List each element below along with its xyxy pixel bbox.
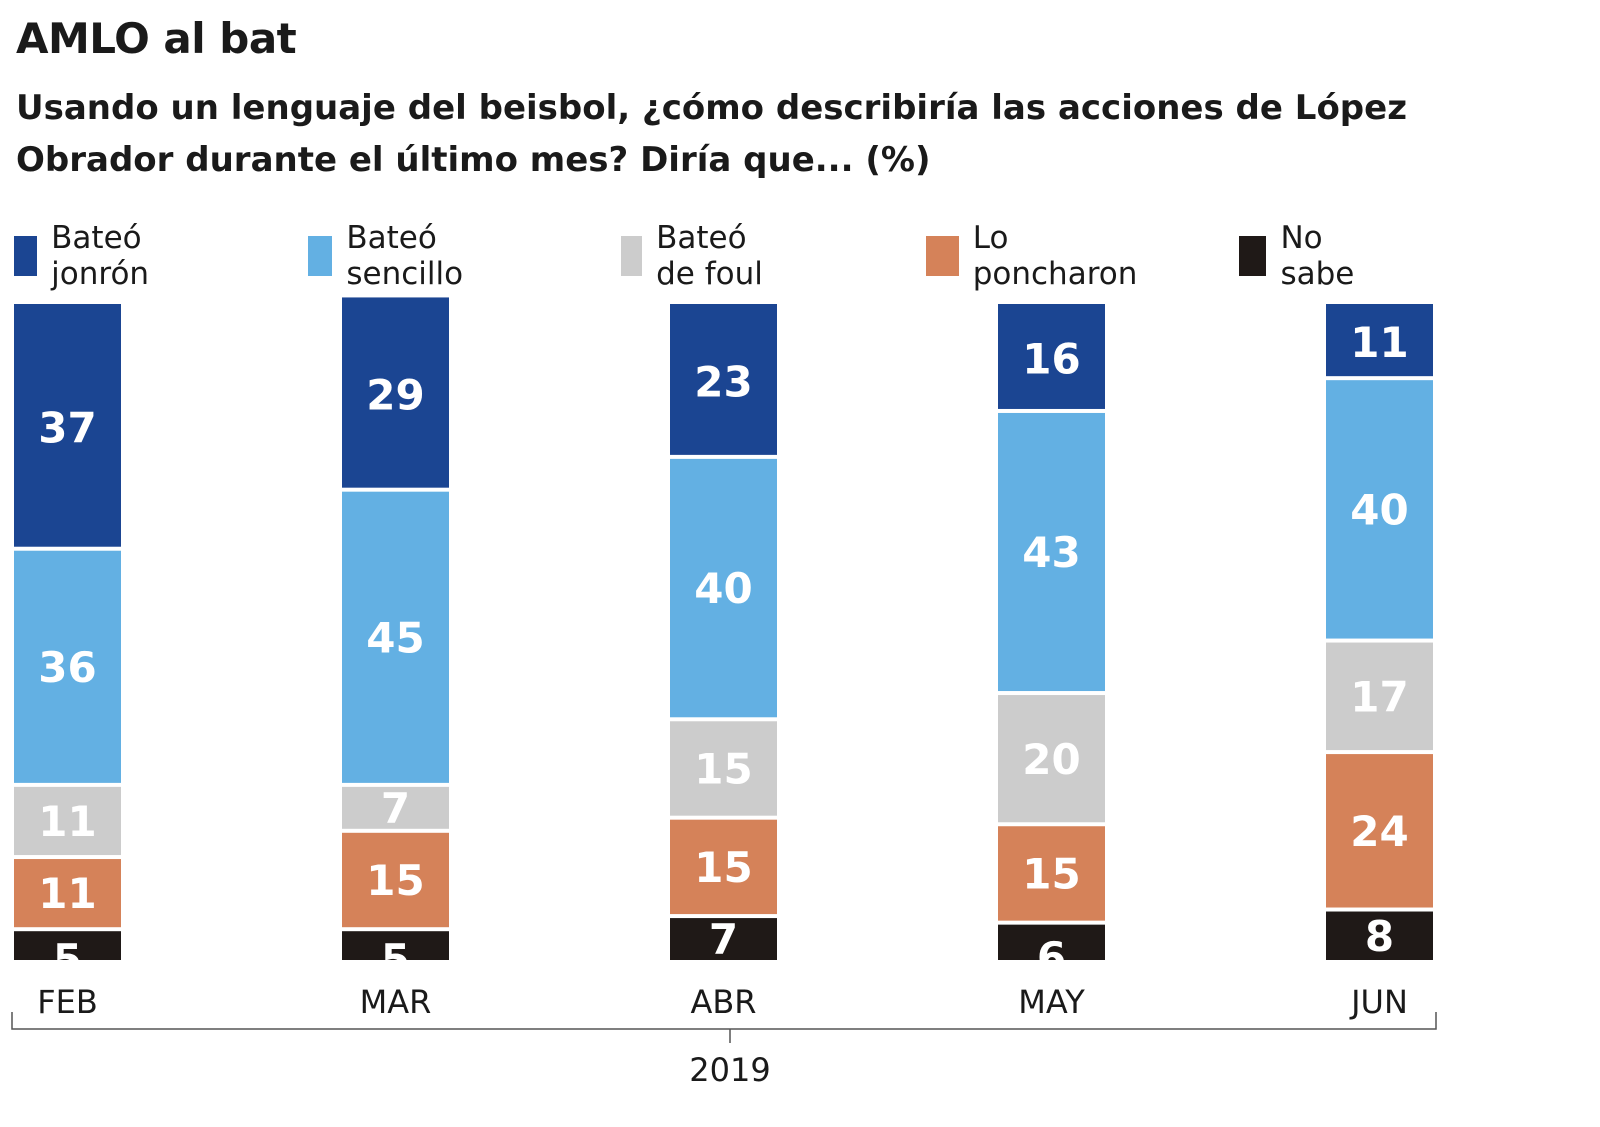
- x-axis-label: 2019: [689, 1051, 770, 1089]
- data-label: 23: [694, 358, 752, 407]
- x-tick-label: ABR: [690, 983, 756, 1021]
- data-label: 43: [1022, 528, 1080, 577]
- data-label: 40: [1350, 485, 1408, 534]
- data-label: 11: [38, 869, 96, 918]
- legend-item: Bateó sencillo: [308, 220, 479, 292]
- data-label: 5: [381, 935, 410, 984]
- bar-segment: [998, 412, 1105, 692]
- bar-segment: [342, 491, 449, 783]
- bar-segment: [1326, 304, 1433, 377]
- bar-segment: [14, 786, 121, 856]
- data-label: 7: [709, 915, 738, 964]
- x-tick-label: FEB: [37, 983, 98, 1021]
- bar-segment: [998, 695, 1105, 823]
- data-label: 7: [381, 784, 410, 833]
- bar-segment: [998, 304, 1105, 409]
- legend-swatch: [926, 236, 959, 276]
- legend-label: No sabe: [1280, 220, 1355, 292]
- legend-item: No sabe: [1239, 220, 1367, 292]
- bar-segment: [1326, 380, 1433, 639]
- bar-segment: [14, 859, 121, 928]
- bar-segment: [998, 826, 1105, 921]
- chart-title: AMLO al bat: [16, 14, 297, 63]
- bar-segment: [14, 550, 121, 783]
- bar-segment: [342, 931, 449, 960]
- data-label: 37: [38, 403, 96, 452]
- legend-item: Bateó de foul: [621, 220, 765, 292]
- legend-label: Bateó de foul: [656, 220, 763, 292]
- bar-segment: [1326, 754, 1433, 908]
- data-label: 11: [1350, 318, 1408, 367]
- legend-label: Bateó jonrón: [51, 220, 150, 292]
- chart-subtitle: Usando un lenguaje del beisbol, ¿cómo de…: [16, 88, 1407, 180]
- data-label: 15: [1022, 850, 1080, 899]
- legend-swatch: [308, 236, 333, 276]
- bar-segment: [342, 297, 449, 488]
- bar-segment: [1326, 911, 1433, 960]
- legend-item: Bateó jonrón: [14, 220, 166, 292]
- data-label: 40: [694, 564, 752, 613]
- data-label: 45: [366, 613, 424, 662]
- data-label: 15: [694, 745, 752, 794]
- data-label: 17: [1350, 672, 1408, 721]
- x-tick-label: MAY: [1018, 983, 1085, 1021]
- data-label: 16: [1022, 335, 1080, 384]
- data-label: 24: [1350, 807, 1408, 856]
- bar-segment: [1326, 642, 1433, 751]
- data-label: 29: [366, 371, 424, 420]
- x-tick-label: JUN: [1349, 983, 1408, 1021]
- bar-segment: [14, 931, 121, 960]
- x-tick-label: MAR: [360, 983, 432, 1021]
- bar-segment: [670, 458, 777, 718]
- legend-label: Lo poncharon: [972, 220, 1138, 292]
- data-label: 11: [38, 797, 96, 846]
- data-label: 15: [694, 843, 752, 892]
- data-label: 6: [1037, 933, 1066, 982]
- legend-swatch: [621, 236, 643, 276]
- data-label: 5: [53, 935, 82, 984]
- x-axis-bracket: [11, 1012, 1437, 1043]
- bar-segment: [670, 819, 777, 915]
- bar-segment: [670, 721, 777, 816]
- data-label: 15: [366, 856, 424, 905]
- data-label: 20: [1022, 735, 1080, 784]
- bar-segment: [14, 304, 121, 547]
- legend-label: Bateó sencillo: [346, 220, 464, 292]
- bar-segment: [670, 918, 777, 960]
- bar-segment: [998, 924, 1105, 960]
- data-label: 8: [1365, 912, 1394, 961]
- bar-segment: [342, 832, 449, 928]
- bar-segment: [342, 786, 449, 829]
- legend-swatch: [1239, 236, 1267, 276]
- legend-swatch: [14, 236, 38, 276]
- bar-segment: [670, 304, 777, 455]
- legend-item: Lo poncharon: [926, 220, 1145, 292]
- data-label: 36: [38, 643, 96, 692]
